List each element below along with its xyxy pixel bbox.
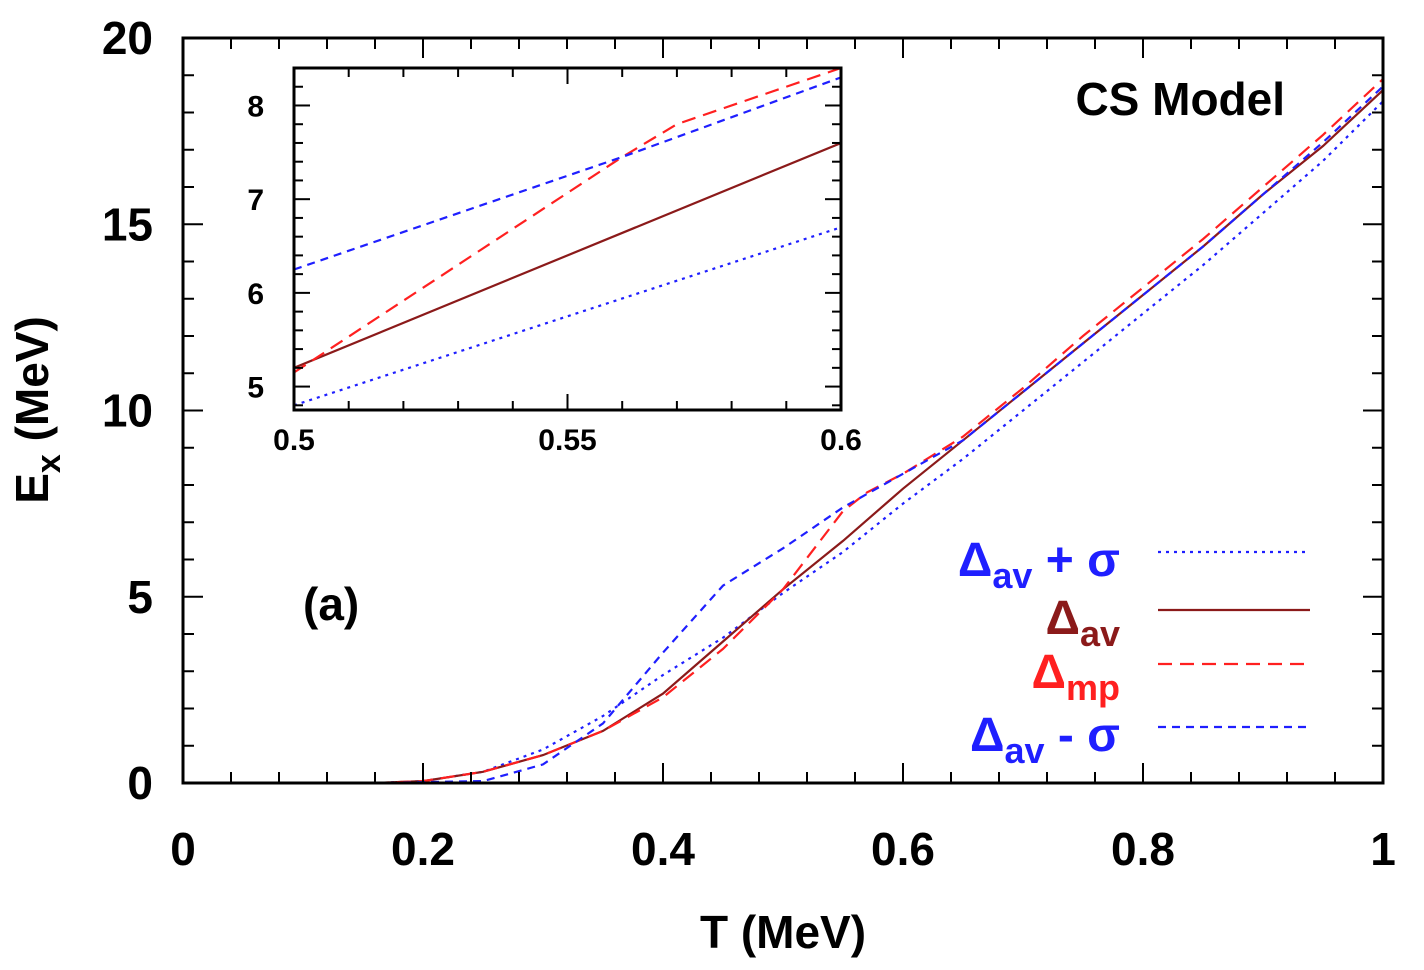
- x-axis-title: T (MeV): [700, 906, 866, 958]
- main-ticks: [182, 37, 1384, 784]
- y-axis-title-main: E: [6, 473, 58, 504]
- series-line-av_minus_sigma: [294, 76, 841, 271]
- main-series: [374, 78, 1383, 783]
- x-tick-label: 0.4: [631, 823, 695, 875]
- y-tick-label: 7: [247, 184, 264, 217]
- inset-ticks: [293, 67, 842, 410]
- legend-label-av: Δav: [1045, 592, 1120, 654]
- x-tick-label: 0.8: [1111, 823, 1175, 875]
- inset-plot: 0.5 0.55 0.6 5 6 7 8: [247, 66, 862, 457]
- legend-label-sub: mp: [1066, 667, 1120, 708]
- legend-label-av_minus_sigma: Δav - σ: [970, 709, 1120, 771]
- y-tick-label: 20: [102, 12, 153, 64]
- model-label: CS Model: [1075, 73, 1285, 125]
- x-tick-label: 0: [170, 823, 196, 875]
- panel-label: (a): [303, 578, 359, 630]
- legend-label-sub: av: [1080, 613, 1120, 654]
- y-tick-label: 5: [127, 571, 153, 623]
- main-plot: 0 0.2 0.4 0.6 0.8 1 0 5 10 15 20 T (MeV) Ex (MeV)…: [6, 12, 1396, 958]
- y-axis-title-sub: x: [30, 454, 68, 473]
- legend-label-main: Δ: [958, 534, 993, 587]
- x-tick-labels: 0 0.2 0.4 0.6 0.8 1: [170, 823, 1396, 875]
- inset-background: [294, 68, 841, 410]
- x-tick-label: 0.6: [820, 424, 862, 457]
- y-tick-label: 5: [247, 372, 264, 405]
- legend-label-suffix: - σ: [1045, 709, 1121, 762]
- inset-x-tick-labels: 0.5 0.55 0.6: [273, 424, 862, 457]
- x-tick-label: 0.2: [391, 823, 455, 875]
- legend-label-sub: av: [992, 555, 1032, 596]
- x-tick-label: 0.55: [538, 424, 596, 457]
- y-axis-title: Ex (MeV): [6, 316, 68, 504]
- x-tick-label: 0.6: [871, 823, 935, 875]
- inset-y-tick-labels: 5 6 7 8: [247, 90, 264, 404]
- y-tick-label: 8: [247, 90, 264, 123]
- series-line-av: [294, 141, 841, 369]
- y-tick-labels: 0 5 10 15 20: [102, 12, 153, 809]
- legend-label-sub: av: [1004, 730, 1044, 771]
- y-tick-label: 15: [102, 198, 153, 250]
- legend-label-av_plus_sigma: Δav + σ: [958, 534, 1120, 596]
- series-line-av_minus_sigma: [374, 85, 1383, 783]
- series-line-mp: [294, 68, 841, 374]
- y-axis-title-unit: (MeV): [6, 316, 58, 454]
- y-tick-label: 10: [102, 385, 153, 437]
- legend-label-suffix: + σ: [1032, 534, 1120, 587]
- x-tick-label: 1: [1370, 823, 1396, 875]
- legend-label-mp: Δmp: [1032, 646, 1121, 708]
- inset-series: [294, 68, 841, 407]
- series-line-mp: [374, 78, 1383, 783]
- x-tick-label: 0.5: [273, 424, 315, 457]
- legend-label-main: Δ: [1045, 592, 1080, 645]
- y-tick-label: 6: [247, 278, 264, 311]
- legend-label-main: Δ: [970, 709, 1005, 762]
- series-line-av_plus_sigma: [374, 100, 1383, 783]
- y-tick-label: 0: [127, 757, 153, 809]
- legend-label-main: Δ: [1032, 646, 1067, 699]
